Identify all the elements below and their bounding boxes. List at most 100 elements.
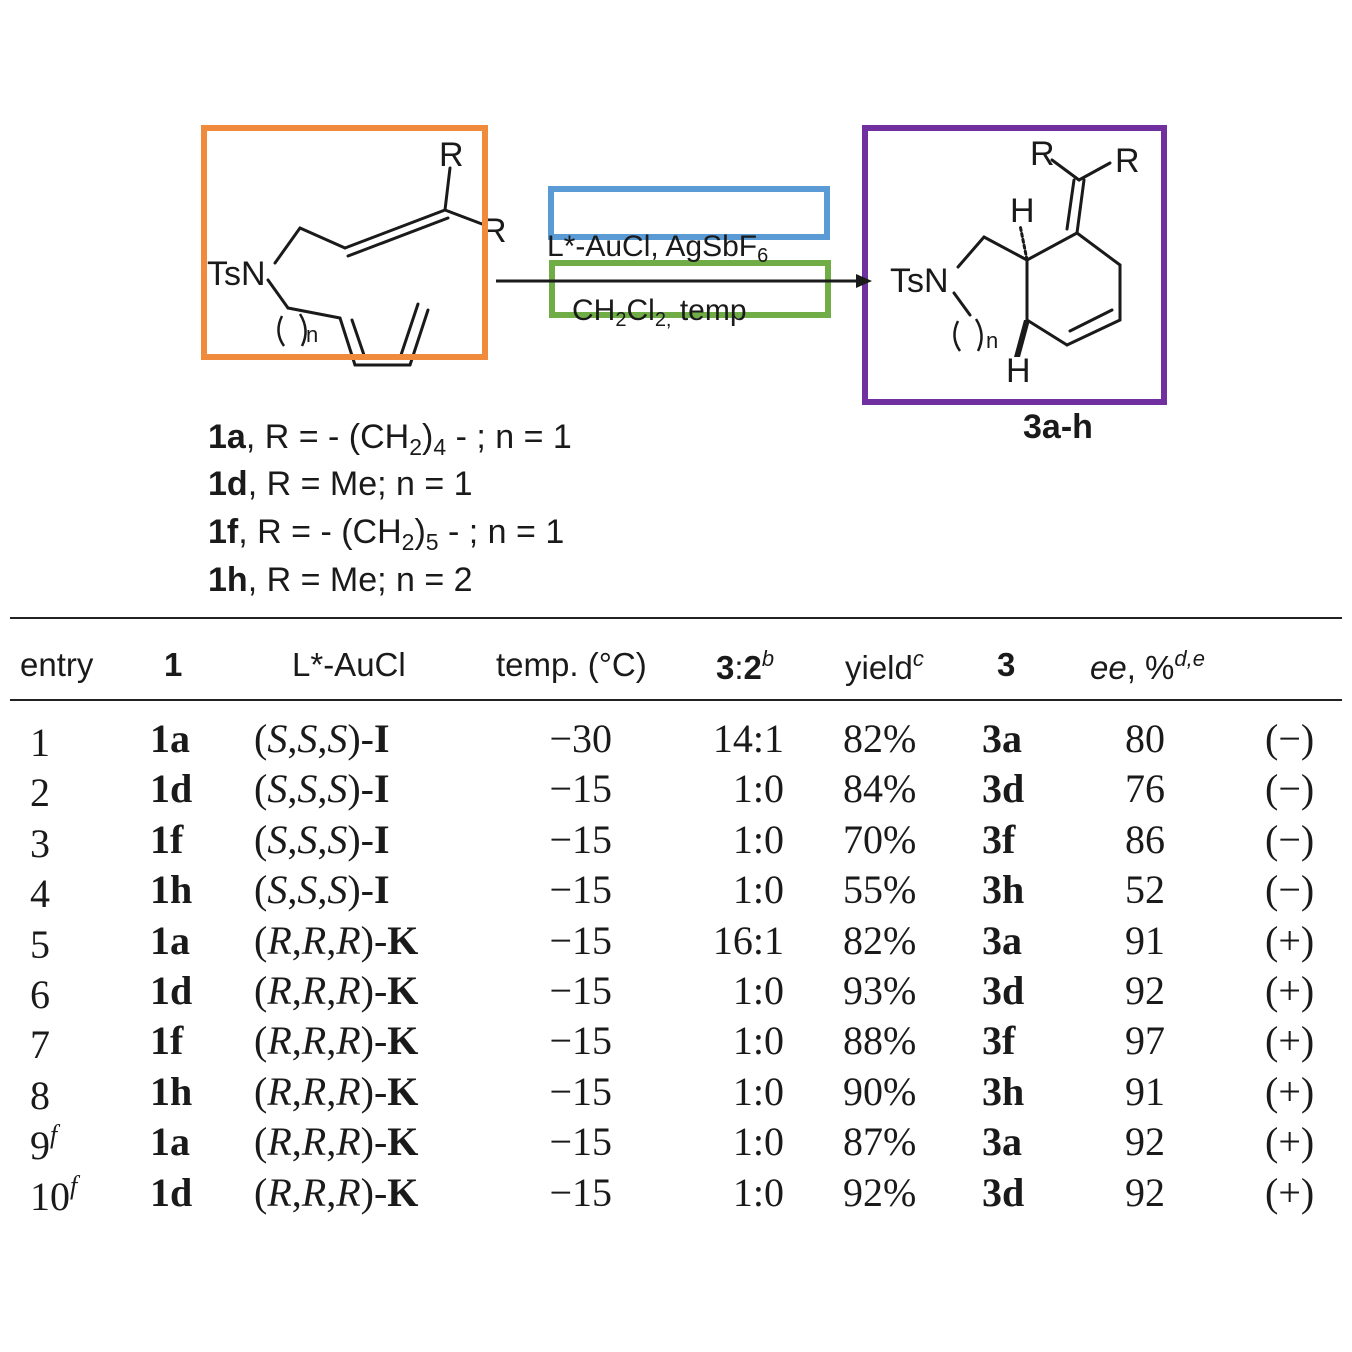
ligand-cell: (R,R,R)-K [254,1169,419,1215]
yield-cell: 55% [843,867,917,913]
yield-cell: 70% [843,816,917,862]
entry-number: 8 [30,1072,50,1118]
temperature-cell: −30 [549,716,612,761]
ee-cell: 76 [1125,766,1165,812]
ee-cell: 92 [1125,1119,1165,1165]
product-r-label-right: R [1115,142,1140,180]
entry-number: 3 [30,820,50,866]
ratio-cell: 1:0 [732,1018,784,1064]
product-cell: 3d [982,968,1025,1013]
product-cell: 3h [982,867,1025,913]
product-cell: 3a [982,716,1022,761]
ligand-cell: (R,R,R)-K [254,968,419,1013]
entry-number: 7 [30,1022,50,1068]
product-ring-index: n [986,328,999,353]
substrate-cell: 1h [150,1068,193,1114]
ratio-cell: 1:0 [732,766,784,812]
header-ligand: L*-AuCl [292,646,406,683]
rotation-sign-cell: (+) [1265,968,1315,1013]
product-tsn-label: TsN [890,262,949,300]
ratio-cell: 1:0 [732,1068,784,1114]
rotation-sign-cell: (−) [1265,766,1315,812]
temperature-cell: −15 [549,1018,612,1064]
temperature-cell: −15 [549,1068,612,1114]
reactant-r-label-top: R [439,136,464,174]
yield-cell: 84% [843,766,917,812]
product-h-label-bottom: H [1006,352,1031,390]
rotation-sign-cell: (−) [1265,867,1315,913]
entry-number: 5 [30,921,50,967]
product-cell: 3f [982,1018,1016,1064]
ee-cell: 97 [1125,1018,1165,1064]
product-cell: 3f [982,816,1016,862]
product-cell: 3h [982,1068,1025,1114]
yield-cell: 90% [843,1068,917,1114]
temperature-cell: −15 [549,816,612,862]
temperature-cell: −15 [549,867,612,913]
reactant-ring-index: n [306,322,319,347]
entry-number: 2 [30,770,50,816]
rotation-sign-cell: (+) [1265,1068,1315,1114]
temperature-cell: −15 [549,1169,612,1215]
rotation-sign-cell: (+) [1265,1119,1315,1165]
yield-cell: 93% [843,968,917,1013]
reaction-arrow [496,274,872,288]
product-highlight-box [862,125,1167,405]
ee-cell: 92 [1125,1169,1165,1215]
product-cell: 3d [982,766,1025,812]
substrate-definition-1a: 1a, R = - (CH2)4 - ; n = 1 [208,418,572,460]
substrate-cell: 1f [150,1018,184,1064]
conditions-catalyst: L*-AuCl, AgSbF6 [547,230,769,267]
ratio-cell: 1:0 [732,867,784,913]
table-top-rule [10,617,1342,619]
product-r-label-left: R [1030,135,1055,173]
ligand-cell: (R,R,R)-K [254,1018,419,1064]
header-ratio: 3:2b [716,646,775,686]
reactant-tsn-label: TsN [207,255,266,293]
ee-cell: 92 [1125,968,1165,1013]
catalyst-highlight-box [548,186,830,240]
header-entry: entry [20,646,94,683]
ligand-cell: (R,R,R)-K [254,1068,419,1114]
entry-number: 6 [30,972,50,1017]
rotation-sign-cell: (+) [1265,1169,1315,1215]
substrate-definition-1f: 1f, R = - (CH2)5 - ; n = 1 [208,513,565,555]
ee-cell: 91 [1125,917,1165,963]
substrate-cell: 1a [150,716,190,761]
ratio-cell: 16:1 [712,917,784,963]
ee-cell: 86 [1125,816,1165,862]
entry-number: 1 [30,720,50,765]
product-h-label-top: H [1010,192,1035,230]
rotation-sign-cell: (+) [1265,1018,1315,1064]
product-cell: 3a [982,917,1022,963]
product-cell: 3d [982,1169,1025,1215]
reactant-highlight-box [201,125,488,360]
substrate-cell: 1h [150,867,193,913]
substrate-cell: 1d [150,968,193,1013]
entry-number: 4 [30,871,50,917]
product-structure [952,158,1122,357]
yield-cell: 88% [843,1018,917,1064]
header-ee: ee, %d,e [1090,646,1205,686]
header-product: 3 [997,646,1016,683]
temperature-cell: −15 [549,766,612,812]
header-yield: yieldc [845,646,924,686]
ratio-cell: 14:1 [712,716,784,761]
ee-cell: 52 [1125,867,1165,913]
conditions-solvent-temp: CH2Cl2, temp [572,294,747,331]
ratio-cell: 1:0 [732,1169,784,1215]
rotation-sign-cell: (+) [1265,917,1315,963]
product-label: 3a-h [1023,408,1093,446]
header-substrate: 1 [164,646,183,683]
temperature-cell: −15 [549,917,612,963]
ligand-cell: (S,S,S)-I [254,766,390,812]
rotation-sign-cell: (−) [1265,716,1315,761]
substrate-cell: 1f [150,816,184,862]
yield-cell: 87% [843,1119,917,1165]
ligand-cell: (R,R,R)-K [254,1119,419,1165]
entry-number: 9f [30,1120,58,1169]
ratio-cell: 1:0 [732,968,784,1013]
yield-cell: 82% [843,917,917,963]
substrate-cell: 1a [150,1119,190,1165]
yield-cell: 92% [843,1169,917,1215]
